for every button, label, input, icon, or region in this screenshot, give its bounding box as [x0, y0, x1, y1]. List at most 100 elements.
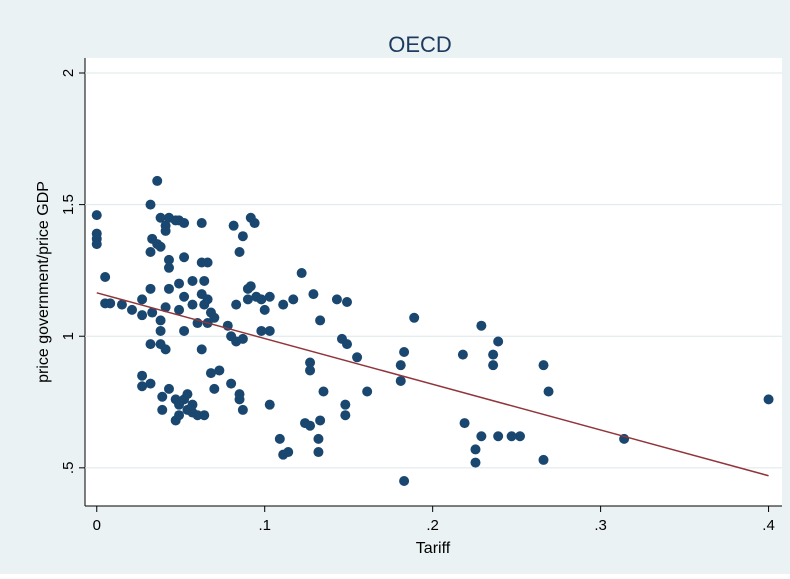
point	[163, 254, 174, 265]
point	[283, 447, 294, 458]
point	[145, 283, 156, 294]
point	[226, 378, 237, 389]
point	[476, 320, 487, 331]
point	[493, 431, 504, 442]
point	[155, 212, 166, 223]
point	[278, 299, 289, 310]
point	[231, 299, 242, 310]
point	[91, 239, 102, 250]
point	[163, 262, 174, 273]
point	[196, 218, 207, 229]
chart-title: OECD	[388, 32, 452, 57]
point	[242, 294, 253, 305]
point	[470, 457, 481, 468]
point	[395, 360, 406, 371]
point	[157, 391, 168, 402]
point	[493, 336, 504, 347]
point	[199, 410, 210, 421]
point	[209, 383, 220, 394]
point	[362, 386, 373, 397]
point	[237, 404, 248, 415]
point	[308, 289, 319, 300]
point	[249, 218, 260, 229]
point	[340, 399, 351, 410]
point	[160, 225, 171, 236]
point	[160, 302, 171, 313]
point	[91, 210, 102, 221]
point	[202, 257, 213, 268]
point	[187, 275, 198, 286]
x-tick-label: 0	[93, 517, 101, 534]
point	[209, 312, 220, 323]
point	[543, 386, 554, 397]
point	[137, 370, 148, 381]
x-tick-label: .2	[426, 517, 439, 534]
point	[457, 349, 468, 360]
point	[155, 325, 166, 336]
point	[179, 252, 190, 263]
point	[179, 325, 190, 336]
point	[116, 299, 127, 310]
point	[342, 339, 353, 350]
y-axis-label: price government/price GDP	[35, 181, 52, 383]
x-axis-label: Tariff	[416, 540, 451, 557]
point	[245, 281, 256, 292]
point	[174, 410, 185, 421]
point	[274, 433, 285, 444]
point	[160, 344, 171, 355]
point	[315, 415, 326, 426]
point	[331, 294, 342, 305]
point	[409, 312, 420, 323]
point	[187, 399, 198, 410]
point	[137, 294, 148, 305]
point	[174, 278, 185, 289]
point	[506, 431, 517, 442]
point	[155, 241, 166, 252]
point	[315, 315, 326, 326]
point	[313, 433, 324, 444]
y-tick-label: 2	[60, 69, 77, 77]
point	[237, 333, 248, 344]
point	[459, 418, 470, 429]
fit-line	[96, 292, 769, 477]
point	[256, 325, 267, 336]
point	[399, 475, 410, 486]
x-tick-label: .4	[762, 517, 775, 534]
point	[137, 310, 148, 321]
point	[488, 360, 499, 371]
point	[288, 294, 299, 305]
x-tick-label: .1	[258, 517, 271, 534]
point	[296, 268, 307, 279]
point	[179, 218, 190, 229]
y-tick-label: .5	[60, 462, 77, 475]
point	[488, 349, 499, 360]
point	[127, 304, 138, 315]
point	[256, 294, 267, 305]
point	[105, 298, 116, 309]
point	[196, 344, 207, 355]
point	[228, 220, 239, 231]
point	[182, 389, 193, 400]
point	[342, 297, 353, 308]
point	[137, 381, 148, 392]
point	[163, 283, 174, 294]
point	[145, 246, 156, 257]
point	[470, 444, 481, 455]
point	[264, 325, 275, 336]
point	[145, 339, 156, 350]
point	[145, 378, 156, 389]
point	[340, 410, 351, 421]
y-tick-label: 1.5	[60, 194, 77, 215]
point	[305, 357, 316, 368]
point	[399, 347, 410, 358]
point	[234, 246, 245, 257]
point	[214, 365, 225, 376]
point	[538, 454, 549, 465]
point	[514, 431, 525, 442]
point	[205, 368, 216, 379]
point	[476, 431, 487, 442]
point	[152, 175, 163, 186]
point	[174, 304, 185, 315]
